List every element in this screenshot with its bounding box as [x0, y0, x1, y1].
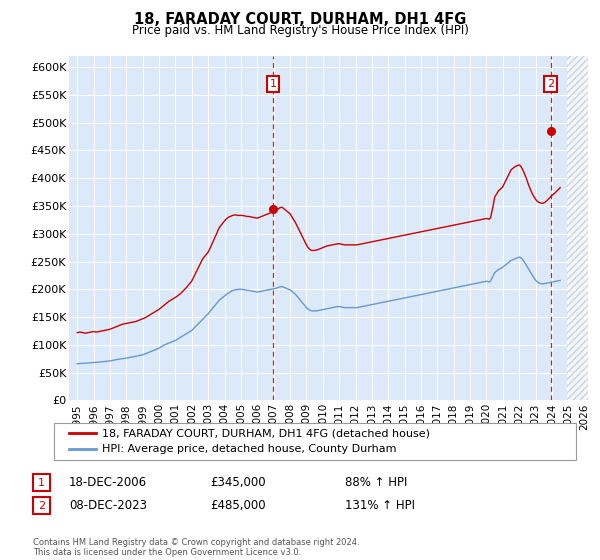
Text: 2: 2 — [38, 501, 45, 511]
Text: HPI: Average price, detached house, County Durham: HPI: Average price, detached house, Coun… — [102, 444, 397, 454]
Text: 2: 2 — [547, 79, 554, 89]
Text: Contains HM Land Registry data © Crown copyright and database right 2024.
This d: Contains HM Land Registry data © Crown c… — [33, 538, 359, 557]
Text: 18, FARADAY COURT, DURHAM, DH1 4FG (detached house): 18, FARADAY COURT, DURHAM, DH1 4FG (deta… — [102, 428, 430, 438]
Text: 131% ↑ HPI: 131% ↑ HPI — [345, 499, 415, 512]
Text: 1: 1 — [269, 79, 277, 89]
Bar — [567, 56, 588, 400]
Text: £485,000: £485,000 — [210, 499, 266, 512]
Text: 18-DEC-2006: 18-DEC-2006 — [69, 476, 147, 489]
Text: Price paid vs. HM Land Registry's House Price Index (HPI): Price paid vs. HM Land Registry's House … — [131, 24, 469, 36]
Text: 1: 1 — [38, 478, 45, 488]
Text: 88% ↑ HPI: 88% ↑ HPI — [345, 476, 407, 489]
Text: £345,000: £345,000 — [210, 476, 266, 489]
Text: 18, FARADAY COURT, DURHAM, DH1 4FG: 18, FARADAY COURT, DURHAM, DH1 4FG — [134, 12, 466, 27]
Text: 08-DEC-2023: 08-DEC-2023 — [69, 499, 147, 512]
